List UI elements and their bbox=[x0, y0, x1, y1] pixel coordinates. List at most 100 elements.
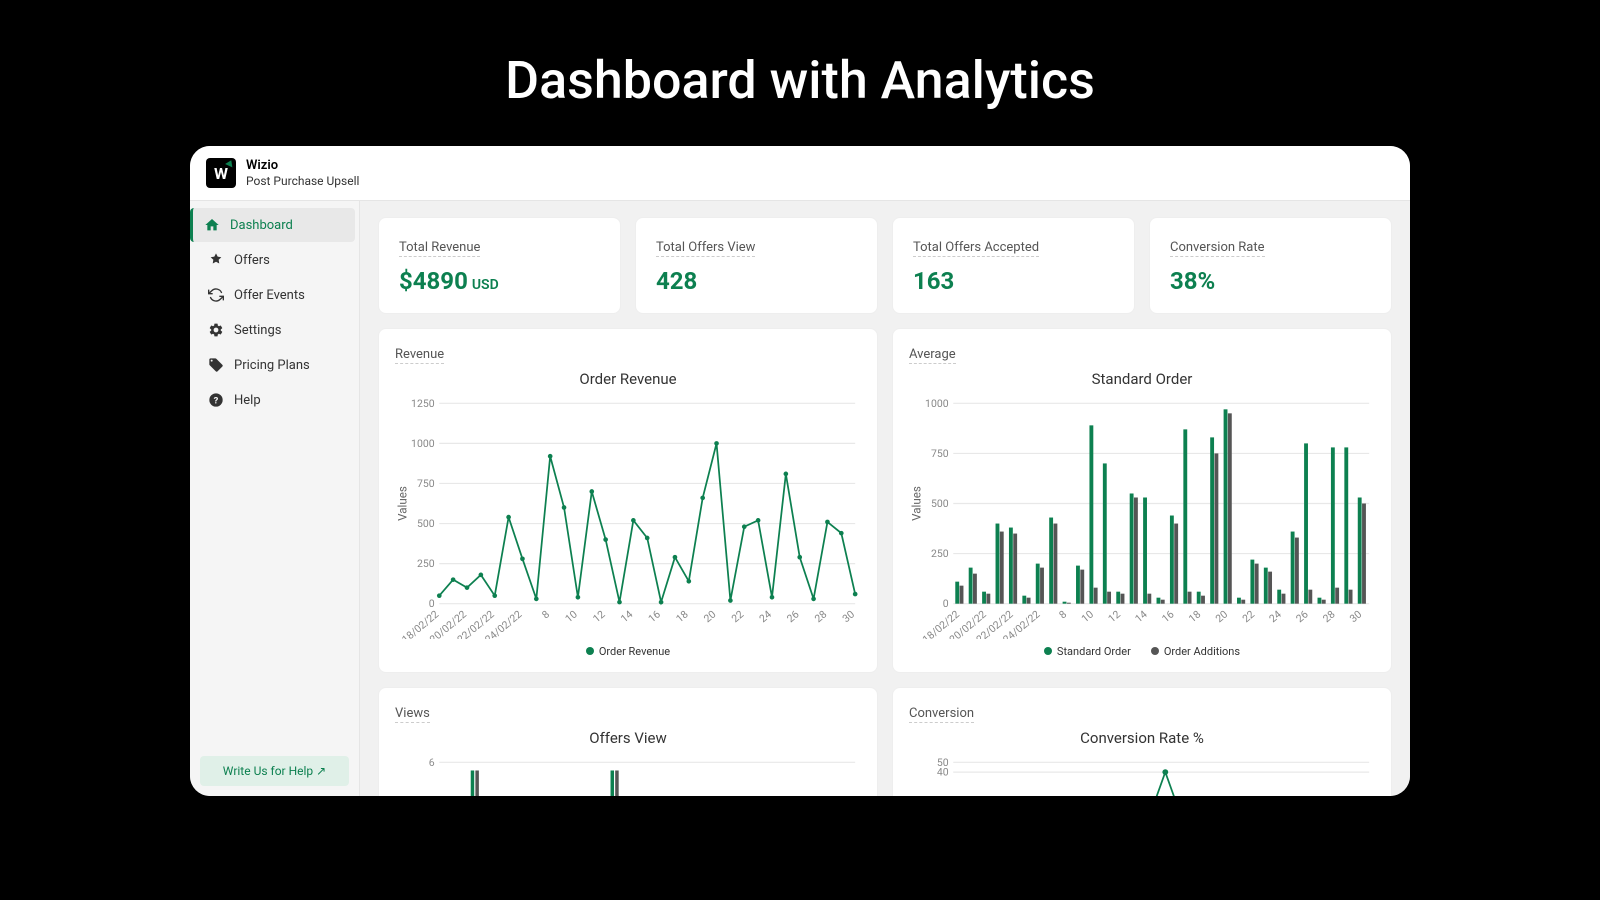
svg-text:500: 500 bbox=[417, 517, 435, 530]
stat-value: 428 bbox=[656, 267, 857, 295]
brand-logo: W bbox=[206, 158, 236, 188]
topbar: W Wizio Post Purchase Upsell bbox=[190, 146, 1410, 201]
svg-text:1000: 1000 bbox=[925, 397, 949, 410]
chart-row-1: Revenue Order Revenue 025050075010001250… bbox=[378, 328, 1392, 673]
svg-text:0: 0 bbox=[943, 597, 949, 610]
average-chart-title: Standard Order bbox=[909, 370, 1375, 388]
sidebar-item-offer-events[interactable]: Offer Events bbox=[194, 278, 355, 312]
svg-text:28: 28 bbox=[1320, 608, 1337, 626]
svg-text:12: 12 bbox=[1106, 608, 1123, 626]
sidebar-item-dashboard[interactable]: Dashboard bbox=[190, 208, 355, 242]
logo-letter: W bbox=[214, 164, 228, 183]
svg-text:750: 750 bbox=[417, 477, 435, 490]
app-body: Dashboard Offers Offer Events Settings Prici… bbox=[190, 201, 1410, 796]
gear-icon bbox=[208, 322, 224, 338]
brand-name: Wizio bbox=[246, 158, 359, 174]
svg-text:26: 26 bbox=[784, 608, 801, 626]
views-chart-title: Offers View bbox=[395, 729, 861, 747]
sidebar-item-label: Offers bbox=[234, 253, 270, 268]
svg-text:22: 22 bbox=[1240, 608, 1257, 626]
average-chart: 02505007501000Values18/02/2220/02/2222/0… bbox=[909, 394, 1375, 639]
svg-text:18: 18 bbox=[673, 608, 690, 626]
stat-label: Total Offers View bbox=[656, 240, 755, 257]
svg-text:Values: Values bbox=[396, 486, 410, 521]
legend-item: Order Revenue bbox=[586, 645, 670, 658]
views-section-label: Views bbox=[395, 706, 430, 723]
views-chart: 6 bbox=[395, 753, 861, 796]
sidebar-item-label: Pricing Plans bbox=[234, 358, 310, 373]
svg-text:10: 10 bbox=[1079, 608, 1096, 626]
average-legend: Standard Order Order Additions bbox=[909, 645, 1375, 658]
svg-text:30: 30 bbox=[840, 608, 857, 626]
content: Total Revenue $4890USDTotal Offers View … bbox=[360, 201, 1410, 796]
conversion-chart-card: Conversion Conversion Rate % 5040 bbox=[892, 687, 1392, 796]
question-icon: ? bbox=[208, 392, 224, 408]
hero-title: Dashboard with Analytics bbox=[0, 0, 1600, 146]
svg-text:18: 18 bbox=[1186, 608, 1203, 626]
sidebar-item-pricing-plans[interactable]: Pricing Plans bbox=[194, 348, 355, 382]
stat-card-0: Total Revenue $4890USD bbox=[378, 217, 621, 314]
revenue-section-label: Revenue bbox=[395, 347, 444, 364]
conversion-chart: 5040 bbox=[909, 753, 1375, 796]
revenue-chart-title: Order Revenue bbox=[395, 370, 861, 388]
svg-text:10: 10 bbox=[562, 608, 579, 626]
app-frame: W Wizio Post Purchase Upsell Dashboard Of… bbox=[190, 146, 1410, 796]
revenue-chart-card: Revenue Order Revenue 025050075010001250… bbox=[378, 328, 878, 673]
svg-text:26: 26 bbox=[1293, 608, 1310, 626]
average-section-label: Average bbox=[909, 347, 956, 364]
svg-text:500: 500 bbox=[931, 497, 949, 510]
stat-card-3: Conversion Rate 38% bbox=[1149, 217, 1392, 314]
tag-icon bbox=[208, 357, 224, 373]
sidebar-item-label: Help bbox=[234, 393, 261, 408]
conversion-section-label: Conversion bbox=[909, 706, 974, 723]
stat-value: 163 bbox=[913, 267, 1114, 295]
sidebar-items: Dashboard Offers Offer Events Settings Prici… bbox=[190, 207, 359, 746]
svg-text:12: 12 bbox=[590, 608, 607, 626]
refresh-icon bbox=[208, 287, 224, 303]
views-chart-card: Views Offers View 6 bbox=[378, 687, 878, 796]
stat-value: $4890USD bbox=[399, 267, 600, 295]
svg-text:20: 20 bbox=[1213, 608, 1230, 626]
stat-card-1: Total Offers View 428 bbox=[635, 217, 878, 314]
legend-item: Standard Order bbox=[1044, 645, 1131, 658]
brand-text: Wizio Post Purchase Upsell bbox=[246, 158, 359, 188]
sidebar: Dashboard Offers Offer Events Settings Prici… bbox=[190, 201, 360, 796]
svg-text:250: 250 bbox=[931, 547, 949, 560]
sidebar-item-offers[interactable]: Offers bbox=[194, 243, 355, 277]
sidebar-item-settings[interactable]: Settings bbox=[194, 313, 355, 347]
svg-text:8: 8 bbox=[1056, 608, 1069, 622]
svg-text:30: 30 bbox=[1347, 608, 1364, 626]
home-icon bbox=[204, 217, 220, 233]
stat-value: 38% bbox=[1170, 267, 1371, 295]
stat-label: Conversion Rate bbox=[1170, 240, 1265, 257]
svg-text:1000: 1000 bbox=[411, 437, 435, 450]
stat-label: Total Offers Accepted bbox=[913, 240, 1039, 257]
svg-text:24: 24 bbox=[1267, 608, 1284, 626]
sidebar-item-help[interactable]: ? Help bbox=[194, 383, 355, 417]
svg-text:16: 16 bbox=[646, 608, 663, 626]
svg-text:24: 24 bbox=[757, 608, 774, 626]
sidebar-item-label: Offer Events bbox=[234, 288, 305, 303]
revenue-chart: 025050075010001250Values18/02/2220/02/22… bbox=[395, 394, 861, 639]
svg-text:1250: 1250 bbox=[411, 397, 435, 410]
svg-text:14: 14 bbox=[618, 608, 635, 626]
sidebar-help-button[interactable]: Write Us for Help ↗ bbox=[200, 756, 349, 786]
badge-icon bbox=[208, 252, 224, 268]
svg-text:6: 6 bbox=[429, 755, 435, 768]
stat-label: Total Revenue bbox=[399, 240, 480, 257]
svg-text:250: 250 bbox=[417, 557, 435, 570]
revenue-legend: Order Revenue bbox=[395, 645, 861, 658]
brand-subtitle: Post Purchase Upsell bbox=[246, 174, 359, 188]
svg-text:14: 14 bbox=[1132, 608, 1149, 626]
svg-text:750: 750 bbox=[931, 447, 949, 460]
svg-text:28: 28 bbox=[812, 608, 829, 626]
svg-text:16: 16 bbox=[1159, 608, 1176, 626]
legend-item: Order Additions bbox=[1151, 645, 1240, 658]
conversion-chart-title: Conversion Rate % bbox=[909, 729, 1375, 747]
svg-text:22: 22 bbox=[729, 608, 746, 626]
svg-text:40: 40 bbox=[937, 765, 949, 778]
average-chart-card: Average Standard Order 02505007501000Val… bbox=[892, 328, 1392, 673]
chart-row-2: Views Offers View 6 Conversion Conversio… bbox=[378, 687, 1392, 796]
stat-card-2: Total Offers Accepted 163 bbox=[892, 217, 1135, 314]
svg-text:20: 20 bbox=[701, 608, 718, 626]
